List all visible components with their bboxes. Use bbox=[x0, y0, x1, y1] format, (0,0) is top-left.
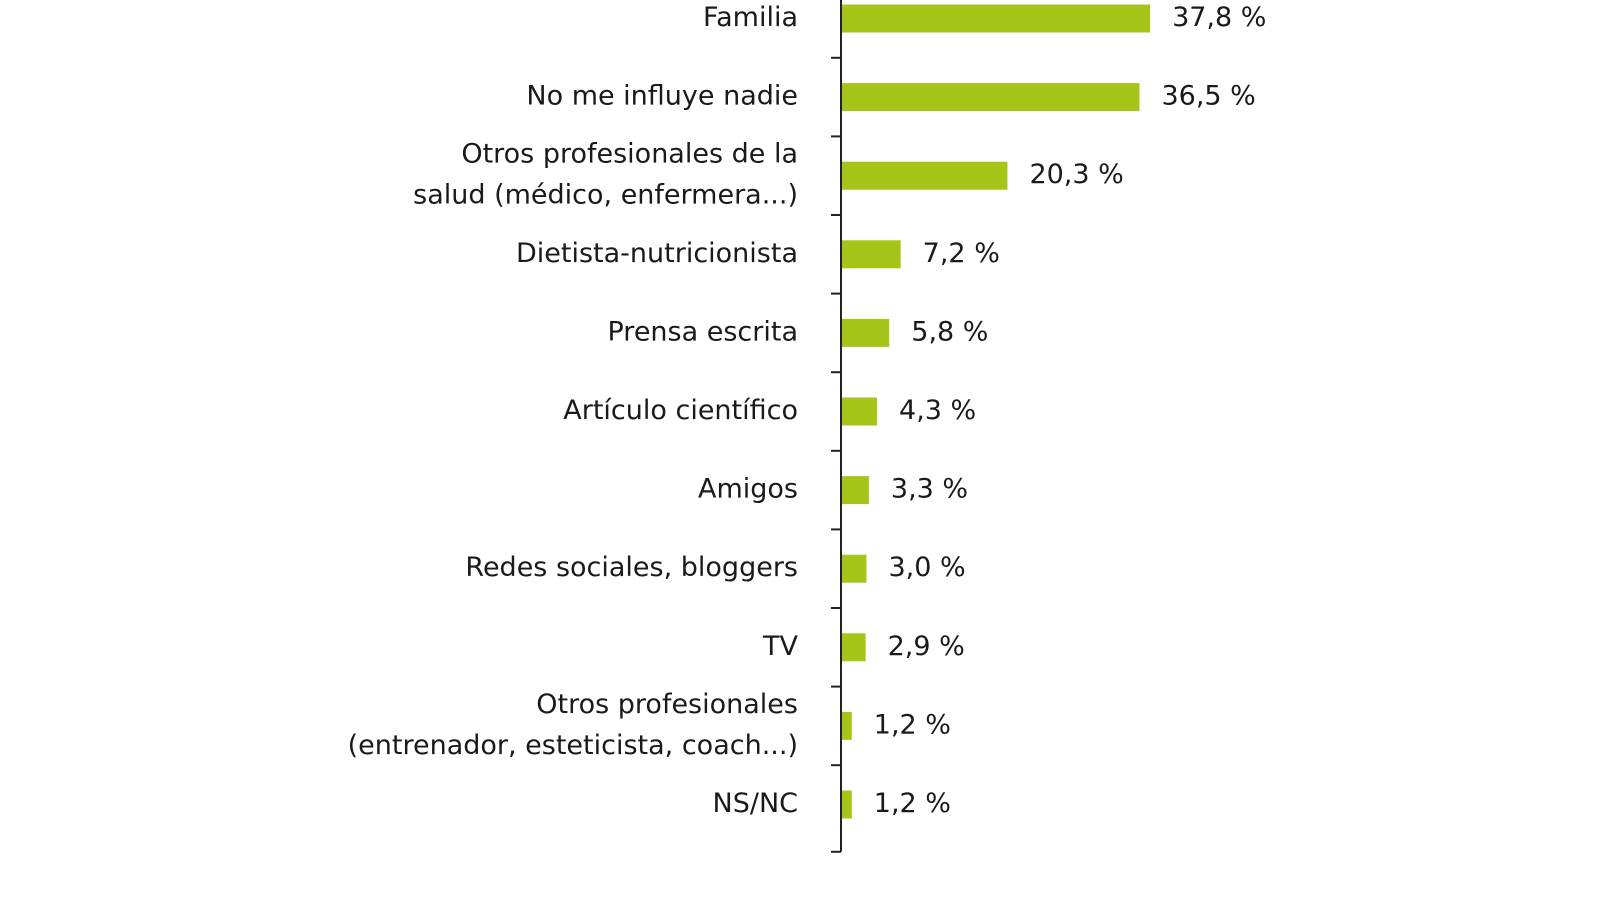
category-label: No me influye nadie bbox=[526, 81, 798, 112]
bar bbox=[842, 554, 867, 583]
category-label: NS/NC bbox=[713, 788, 798, 819]
category-label: Otros profesionales de la bbox=[461, 139, 798, 170]
value-label: 7,2 % bbox=[923, 238, 1000, 269]
value-label: 4,3 % bbox=[899, 395, 976, 426]
category-label: Artículo científico bbox=[563, 395, 798, 426]
value-label: 1,2 % bbox=[874, 709, 951, 740]
category-label: Amigos bbox=[698, 474, 798, 505]
bar bbox=[842, 240, 901, 269]
value-label: 37,8 % bbox=[1172, 2, 1266, 33]
value-label: 36,5 % bbox=[1161, 81, 1255, 112]
bar bbox=[842, 633, 866, 662]
value-label: 2,9 % bbox=[888, 631, 965, 662]
value-label: 3,0 % bbox=[888, 552, 965, 583]
category-label: Familia bbox=[703, 2, 798, 33]
category-label: Otros profesionales bbox=[536, 689, 798, 720]
bar bbox=[842, 318, 890, 347]
category-label: salud (médico, enfermera...) bbox=[413, 180, 798, 211]
bar bbox=[842, 4, 1151, 33]
bar bbox=[842, 83, 1140, 112]
value-label: 1,2 % bbox=[874, 788, 951, 819]
bar bbox=[842, 790, 852, 819]
value-label: 5,8 % bbox=[911, 316, 988, 347]
value-label: 3,3 % bbox=[891, 474, 968, 505]
category-label: Dietista-nutricionista bbox=[516, 238, 798, 269]
bar bbox=[842, 161, 1008, 190]
category-label: (entrenador, esteticista, coach...) bbox=[348, 730, 798, 761]
category-label: Redes sociales, bloggers bbox=[465, 552, 798, 583]
bar bbox=[842, 397, 878, 426]
category-label: Prensa escrita bbox=[608, 316, 799, 347]
category-label: TV bbox=[762, 631, 798, 662]
bar bbox=[842, 711, 852, 740]
value-label: 20,3 % bbox=[1029, 159, 1123, 190]
bar bbox=[842, 476, 869, 505]
